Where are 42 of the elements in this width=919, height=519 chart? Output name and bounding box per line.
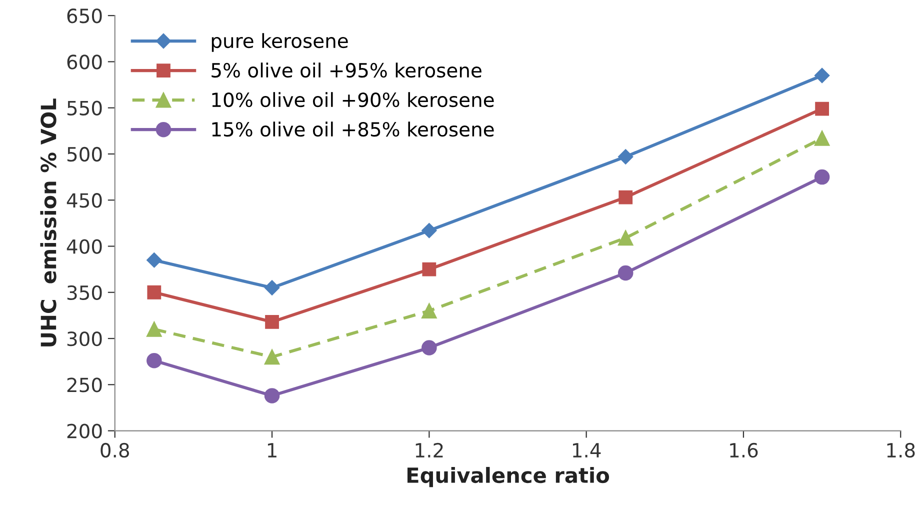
point: [265, 314, 279, 329]
point: [618, 149, 634, 164]
point: [618, 230, 634, 246]
point: [422, 340, 437, 356]
legend-label: 5% olive oil +95% kerosene: [212, 62, 482, 78]
y-tick-label: 600: [67, 54, 102, 70]
point: [264, 349, 280, 365]
y-tick-label: 450: [66, 193, 102, 208]
point: [422, 262, 436, 276]
point: [146, 252, 162, 268]
point: [422, 222, 437, 238]
point: [147, 285, 162, 300]
x-tick-label: 1.2: [416, 442, 443, 458]
y-tick-label: 200: [67, 424, 102, 438]
point: [618, 265, 634, 281]
legend-label: 10% olive oil +90% kerosene: [212, 92, 494, 108]
point: [814, 169, 830, 185]
point: [815, 102, 829, 116]
y-tick-label: 300: [67, 331, 102, 346]
x-tick-label: 1.8: [887, 442, 915, 458]
legend-label: 15% olive oil +85% kerosene: [212, 122, 494, 137]
x-tick-label: 1: [268, 443, 276, 458]
point: [814, 68, 830, 84]
point: [146, 353, 162, 368]
y-axis-title: UHC emission % VOL: [40, 98, 56, 346]
legend-label: pure kerosene: [212, 33, 348, 52]
y-tick-label: 550: [67, 100, 102, 116]
y-tick-label: 650: [67, 8, 102, 24]
x-tick-label: 1.6: [730, 442, 758, 458]
point: [264, 388, 280, 404]
y-tick-label: 500: [67, 146, 102, 162]
y-tick-label: 350: [67, 285, 102, 300]
x-tick-label: 0.8: [100, 442, 130, 458]
point: [422, 303, 437, 318]
x-axis-title: Equivalence ratio: [407, 466, 610, 488]
point: [814, 130, 830, 146]
point: [618, 190, 633, 204]
point: [264, 280, 280, 296]
y-tick-label: 250: [67, 378, 102, 392]
point: [146, 322, 162, 337]
y-tick-label: 400: [66, 239, 102, 254]
x-tick-label: 1.4: [572, 443, 601, 458]
